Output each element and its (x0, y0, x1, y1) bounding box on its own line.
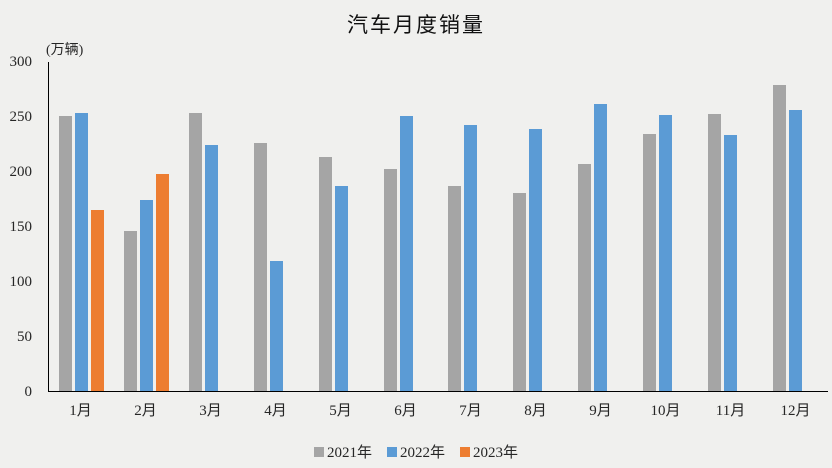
y-tick-label: 100 (9, 274, 33, 290)
x-axis-labels: 1月 2月 3月 4月 5月 6月 7月 8月 9月 10月 11月 12月 (48, 399, 828, 420)
x-tick-label: 9月 (589, 403, 612, 419)
x-tick-label: 7月 (459, 403, 482, 419)
x-tick-label: 1月 (69, 403, 92, 419)
y-tick-label: 200 (9, 164, 33, 180)
legend-label: 2022年 (399, 445, 445, 461)
bar-group-m9 (568, 62, 633, 391)
bar-group-m4 (244, 62, 309, 391)
bar-2022-m4 (269, 261, 283, 391)
bar-2022-m6 (399, 115, 413, 391)
legend-item-2022: 2022年 (386, 441, 445, 462)
bar-2021-m6 (383, 169, 397, 391)
bar-2022-m11 (724, 134, 738, 391)
bar-2022-m5 (334, 186, 348, 391)
bar-group-m1 (49, 62, 114, 391)
bar-2023-m1 (90, 209, 104, 391)
bar-group-m8 (503, 62, 568, 391)
bar-groups (49, 62, 828, 391)
bar-group-m10 (633, 62, 698, 391)
x-tick-label: 5月 (329, 403, 352, 419)
bar-2021-m8 (513, 193, 527, 391)
bar-group-m2 (114, 62, 179, 391)
bar-2022-m8 (529, 128, 543, 391)
chart-title: 汽车月度销量 (347, 13, 485, 37)
bar-2021-m10 (643, 134, 657, 391)
bar-2021-m9 (578, 163, 592, 391)
x-tick-label: 2月 (134, 403, 157, 419)
y-tick-label: 150 (9, 219, 33, 235)
bar-2021-m1 (58, 115, 72, 391)
plot-area (48, 62, 828, 392)
bar-2022-m10 (659, 115, 673, 391)
x-tick-label: 6月 (394, 403, 417, 419)
bar-group-m5 (309, 62, 374, 391)
bar-2021-m7 (448, 185, 462, 391)
bar-group-m3 (179, 62, 244, 391)
y-tick-label: 50 (17, 329, 32, 345)
x-tick-label: 11月 (715, 403, 746, 419)
y-tick-label: 250 (9, 109, 33, 125)
x-tick-label: 8月 (524, 403, 547, 419)
bar-2021-m11 (708, 113, 722, 391)
bar-group-m6 (374, 62, 439, 391)
bar-2022-m12 (789, 109, 803, 391)
legend: 2021年 2022年 2023年 (0, 441, 832, 462)
y-axis-unit-label: (万辆) (46, 43, 84, 58)
bar-2021-m2 (123, 230, 137, 391)
legend-item-2023: 2023年 (460, 441, 518, 462)
y-tick-label: 300 (9, 54, 33, 70)
bar-2021-m5 (318, 156, 332, 391)
bar-2022-m7 (464, 124, 478, 391)
y-tick-label: 0 (24, 384, 33, 400)
bar-group-m11 (698, 62, 763, 391)
legend-label: 2023年 (473, 445, 519, 461)
x-tick-label: 10月 (650, 403, 681, 419)
bar-2022-m1 (74, 112, 88, 391)
bar-2021-m4 (253, 143, 267, 391)
bar-2021-m12 (773, 84, 787, 391)
x-tick-label: 12月 (780, 403, 811, 419)
x-tick-label: 4月 (264, 403, 287, 419)
legend-swatch-icon (313, 446, 324, 457)
legend-swatch-icon (386, 446, 397, 457)
bar-2022-m3 (204, 145, 218, 391)
bar-group-m7 (439, 62, 504, 391)
bar-2022-m2 (139, 199, 153, 391)
bar-2021-m3 (188, 113, 202, 391)
x-tick-label: 3月 (199, 403, 222, 419)
bar-2023-m2 (155, 173, 169, 391)
legend-label: 2021年 (326, 445, 372, 461)
legend-item-2021: 2021年 (313, 441, 372, 462)
y-axis-labels: 0 50 100 150 200 250 300 (0, 54, 34, 400)
bar-2022-m9 (594, 103, 608, 391)
bar-group-m12 (763, 62, 828, 391)
legend-swatch-icon (460, 446, 470, 457)
